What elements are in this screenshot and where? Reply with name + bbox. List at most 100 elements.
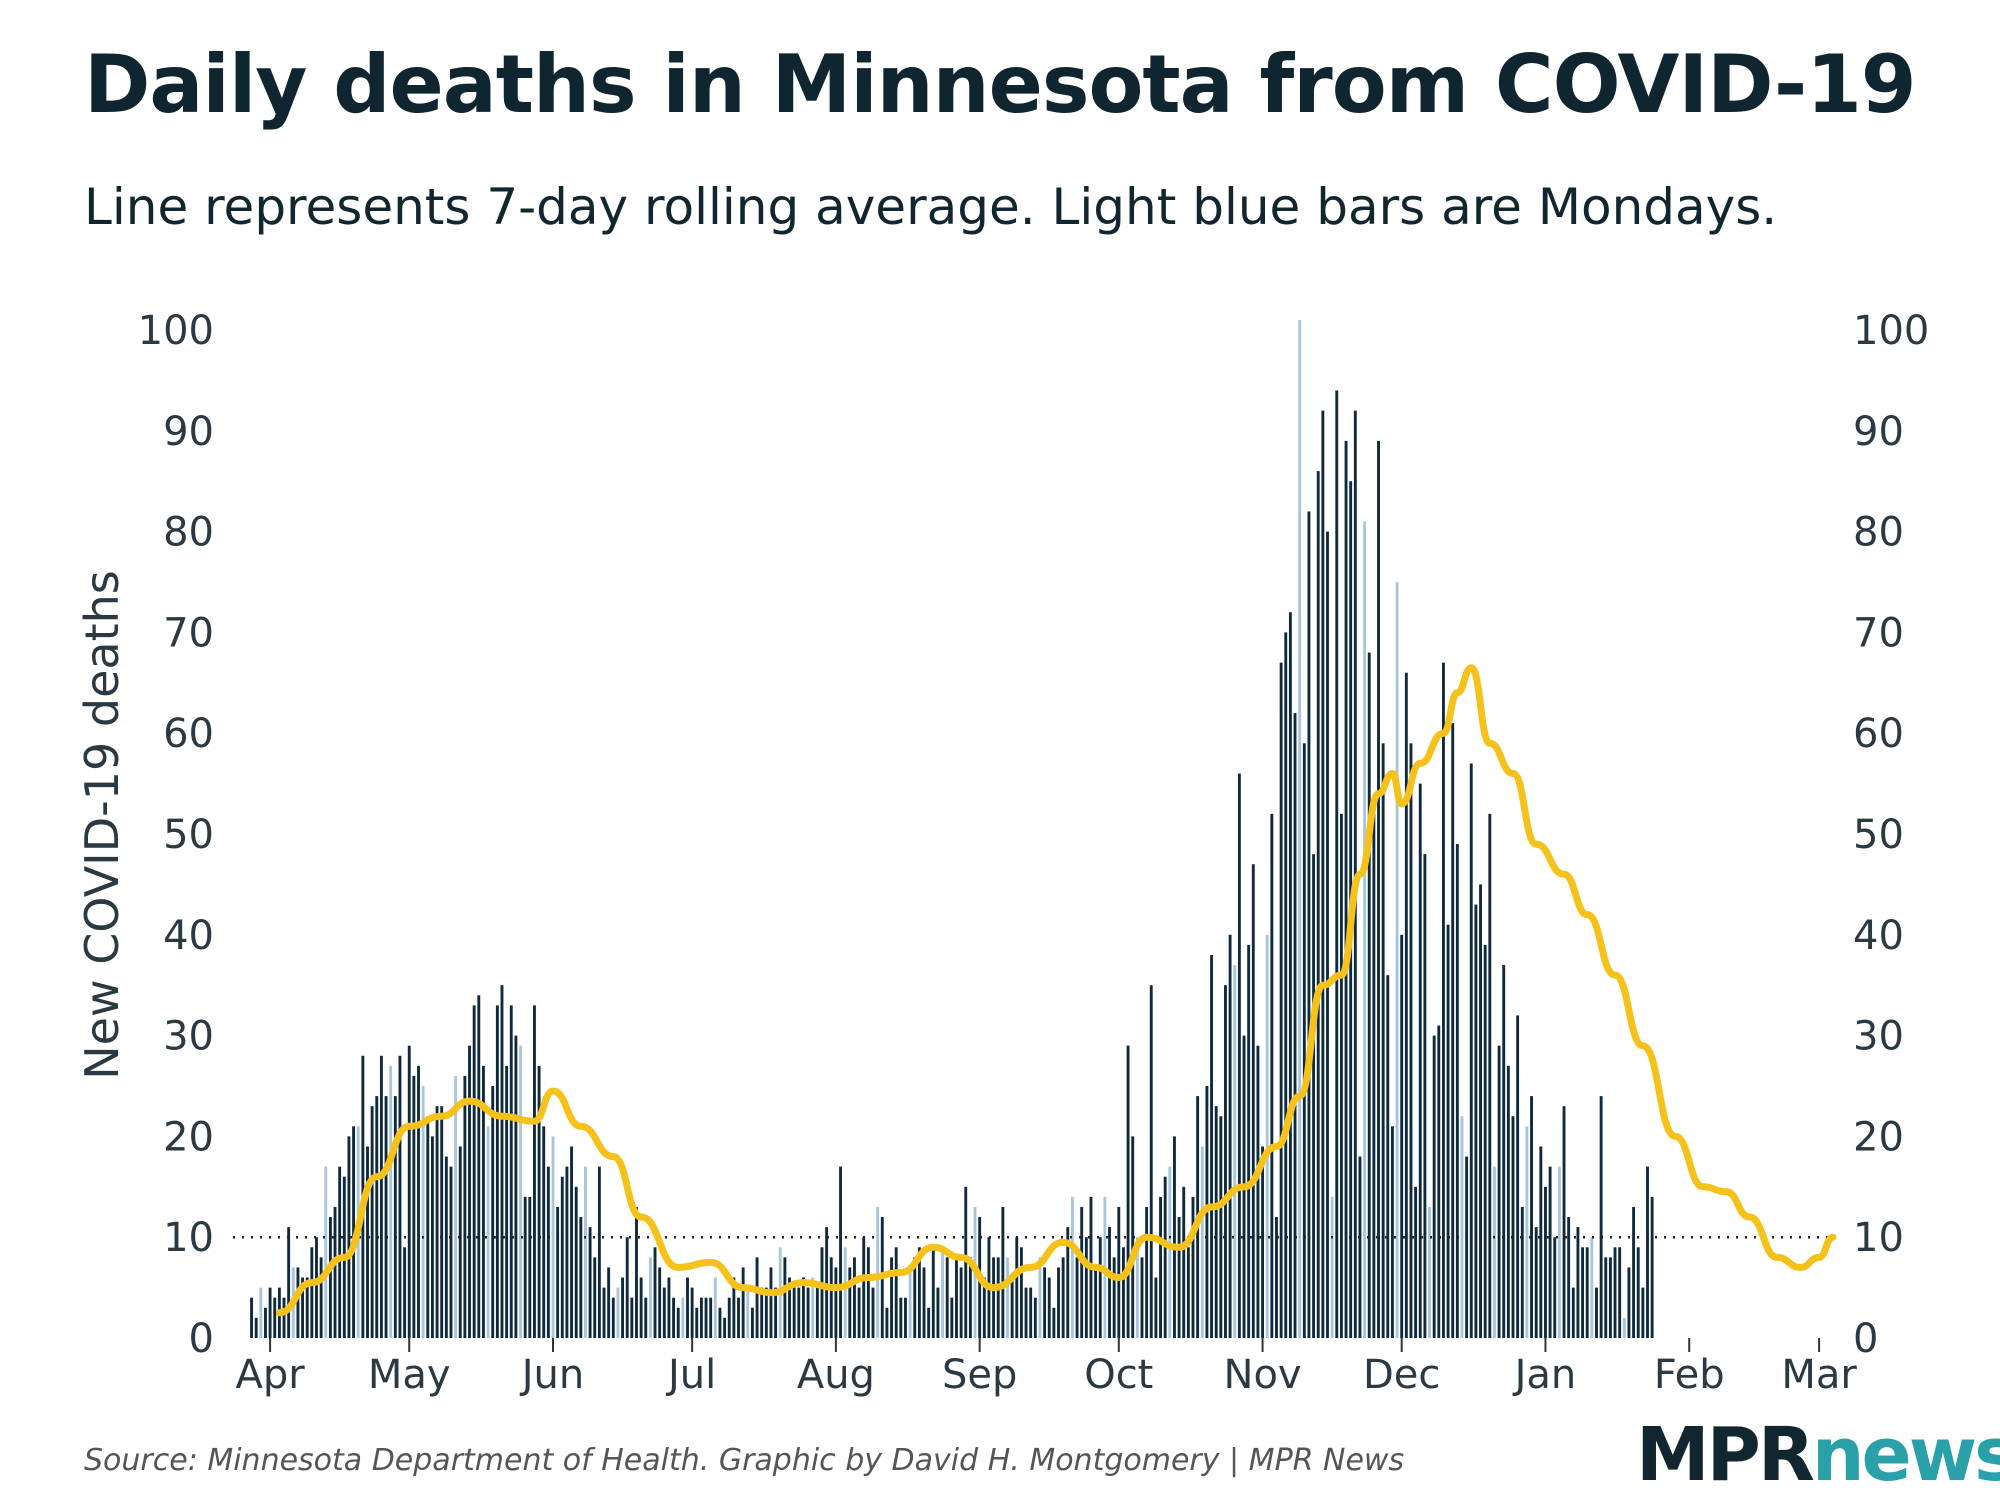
daily-bar bbox=[950, 1297, 954, 1338]
daily-bar bbox=[379, 1055, 383, 1338]
daily-bar bbox=[1015, 1237, 1019, 1338]
daily-bar bbox=[1043, 1267, 1047, 1338]
daily-bar bbox=[1163, 1176, 1167, 1338]
daily-bar bbox=[1237, 773, 1241, 1338]
daily-bar bbox=[1553, 1237, 1557, 1338]
monday-bar bbox=[1557, 1166, 1561, 1338]
daily-bar bbox=[945, 1257, 949, 1338]
daily-bar bbox=[917, 1247, 921, 1338]
daily-bar bbox=[1534, 1227, 1538, 1338]
daily-bar bbox=[254, 1317, 258, 1338]
daily-bar bbox=[1632, 1206, 1636, 1338]
daily-bar bbox=[384, 1096, 388, 1338]
daily-bar bbox=[862, 1237, 866, 1338]
daily-bar bbox=[625, 1237, 629, 1338]
daily-bar bbox=[505, 1065, 509, 1338]
x-tick-label: Jan bbox=[1512, 1352, 1577, 1398]
daily-bar bbox=[315, 1237, 318, 1338]
daily-bar bbox=[533, 1005, 536, 1338]
daily-bar bbox=[514, 1035, 518, 1338]
y-tick-label-left: 30 bbox=[163, 1014, 214, 1060]
monday-bar bbox=[1135, 1237, 1139, 1338]
y-tick-label-right: 0 bbox=[1853, 1316, 1878, 1362]
daily-bar bbox=[1122, 1247, 1125, 1338]
daily-bar bbox=[393, 1096, 397, 1338]
daily-bar bbox=[1033, 1297, 1037, 1338]
daily-bar bbox=[1488, 813, 1492, 1338]
x-tick-label: May bbox=[368, 1352, 451, 1398]
daily-bar bbox=[482, 1065, 485, 1338]
daily-bar bbox=[417, 1065, 420, 1338]
x-tick-label: Sep bbox=[942, 1352, 1017, 1398]
y-tick-label-left: 20 bbox=[163, 1114, 214, 1160]
daily-bar bbox=[718, 1307, 722, 1338]
daily-bar bbox=[1367, 652, 1371, 1338]
daily-bar bbox=[1288, 612, 1292, 1338]
daily-bar bbox=[927, 1307, 931, 1338]
daily-bar bbox=[1516, 1015, 1520, 1338]
daily-bar bbox=[1548, 1166, 1552, 1338]
daily-bar bbox=[537, 1065, 541, 1338]
daily-bar bbox=[435, 1106, 439, 1338]
daily-bar bbox=[1186, 1247, 1190, 1338]
daily-bar bbox=[788, 1277, 791, 1338]
daily-bar bbox=[1052, 1307, 1056, 1338]
daily-bar bbox=[1080, 1206, 1084, 1338]
daily-bar bbox=[1154, 1277, 1158, 1338]
y-tick-label-right: 50 bbox=[1853, 812, 1904, 858]
daily-bar bbox=[885, 1307, 889, 1338]
daily-bar bbox=[301, 1277, 305, 1338]
daily-bar bbox=[1270, 813, 1274, 1338]
daily-bar bbox=[495, 1005, 499, 1338]
daily-bar bbox=[1409, 743, 1413, 1338]
daily-bar bbox=[1261, 1146, 1265, 1338]
daily-bar bbox=[509, 1005, 513, 1338]
daily-bar bbox=[1344, 440, 1348, 1338]
daily-bar bbox=[468, 1045, 471, 1338]
daily-bar bbox=[857, 1287, 861, 1338]
daily-bar bbox=[913, 1257, 917, 1338]
daily-bar bbox=[755, 1257, 759, 1338]
daily-bar bbox=[1641, 1287, 1645, 1338]
daily-bar bbox=[352, 1126, 356, 1338]
logo-news: news bbox=[1811, 1412, 2000, 1498]
daily-bar bbox=[398, 1055, 402, 1338]
daily-bar bbox=[287, 1227, 291, 1338]
daily-bar bbox=[996, 1257, 1000, 1338]
daily-bar bbox=[853, 1257, 856, 1338]
daily-bar bbox=[1604, 1257, 1608, 1338]
daily-bar bbox=[546, 1166, 550, 1338]
daily-bar bbox=[894, 1247, 898, 1338]
daily-bar bbox=[1173, 1136, 1176, 1338]
monday-bar bbox=[1168, 1166, 1172, 1338]
daily-bar bbox=[635, 1206, 638, 1338]
daily-bar bbox=[338, 1166, 342, 1338]
daily-bar bbox=[760, 1287, 764, 1338]
monday-bar bbox=[843, 1247, 847, 1338]
daily-bar bbox=[959, 1267, 963, 1338]
x-tick-label: Nov bbox=[1224, 1352, 1302, 1398]
daily-bar bbox=[658, 1267, 662, 1338]
daily-bar bbox=[737, 1297, 740, 1338]
monday-bar bbox=[389, 1065, 393, 1338]
daily-bar bbox=[1381, 743, 1385, 1338]
daily-bar bbox=[704, 1297, 708, 1338]
daily-bar bbox=[1256, 1045, 1260, 1338]
daily-bar bbox=[268, 1287, 272, 1338]
daily-bar bbox=[528, 1196, 532, 1338]
daily-bar bbox=[1506, 1065, 1510, 1338]
daily-bar bbox=[1312, 854, 1316, 1338]
monday-bar bbox=[1590, 1237, 1594, 1338]
y-tick-label-left: 10 bbox=[163, 1215, 214, 1261]
daily-bar bbox=[565, 1166, 569, 1338]
daily-bar bbox=[1339, 813, 1343, 1338]
monday-bar bbox=[811, 1277, 815, 1338]
daily-bar bbox=[500, 985, 504, 1338]
daily-bar bbox=[1442, 662, 1445, 1338]
daily-bar bbox=[1539, 1146, 1543, 1338]
y-tick-label-left: 60 bbox=[163, 711, 214, 757]
y-axis-label: New COVID-19 deaths bbox=[75, 570, 129, 1080]
daily-bar bbox=[820, 1247, 824, 1338]
x-tick-label: Jul bbox=[665, 1352, 716, 1398]
monday-bar bbox=[876, 1206, 880, 1338]
